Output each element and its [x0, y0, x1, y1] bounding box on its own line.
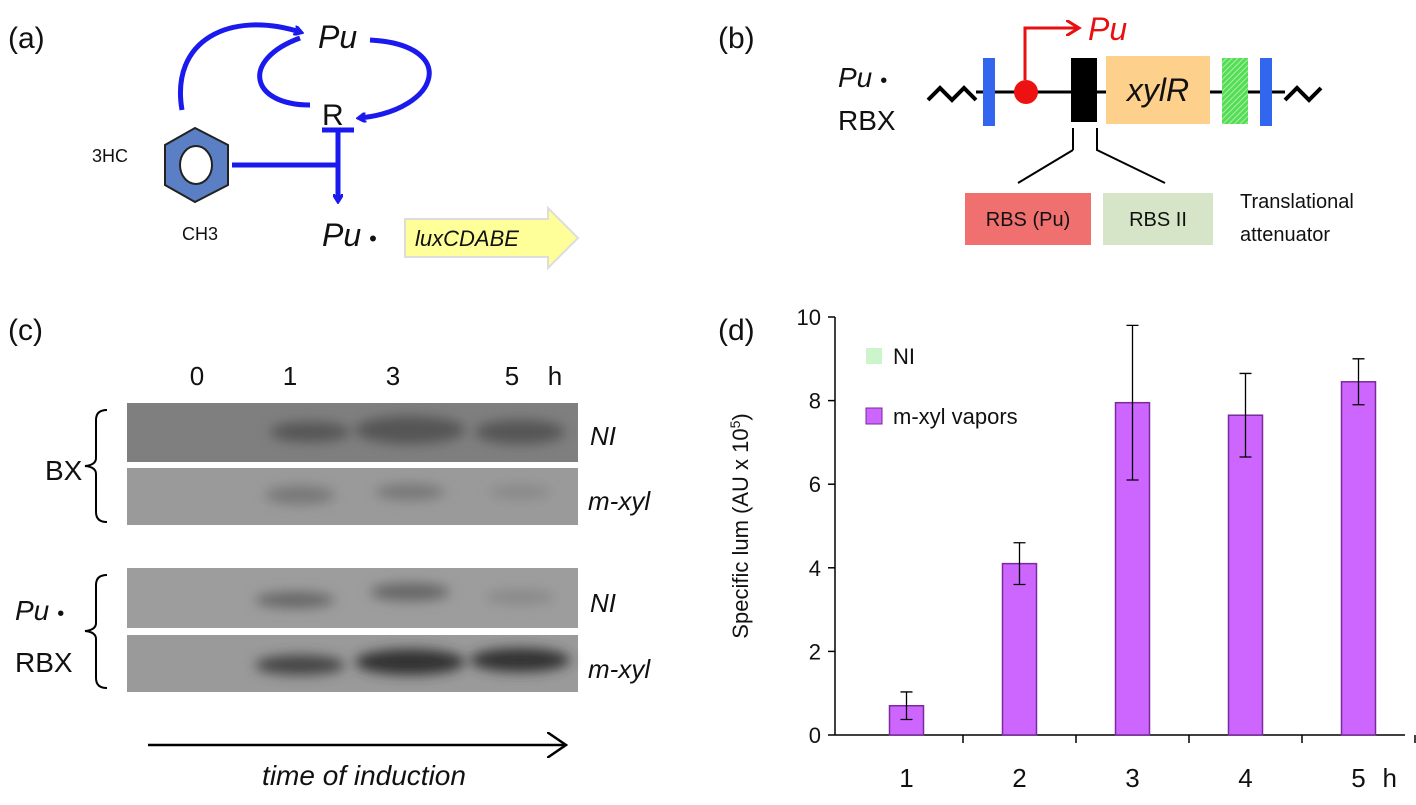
panel-label: (d): [718, 314, 755, 347]
note: attenuator: [1240, 224, 1330, 246]
zigzag: [926, 85, 978, 103]
bar: [1001, 562, 1038, 736]
y-axis-label-part: Specific lum (AU x 10: [728, 428, 753, 638]
strain-label: Pu •: [15, 595, 64, 626]
y-tick-label: 6: [809, 472, 821, 497]
fusion-dot: •: [369, 226, 377, 251]
promoter: Pu: [322, 217, 361, 253]
y-tick-label: 2: [809, 639, 821, 664]
y-axis-label: Specific lum (AU x 105): [727, 413, 753, 638]
rbs-label: RBS (Pu): [986, 209, 1070, 231]
lane-label: 3: [386, 361, 400, 391]
bar: [1340, 381, 1377, 736]
y-tick-label: 10: [797, 305, 821, 330]
bar: [1227, 414, 1264, 736]
condition-label: m-xyl: [588, 654, 651, 684]
gene-box: [1106, 56, 1210, 124]
promoter-label: Pu: [318, 19, 357, 55]
lane-unit: h: [548, 361, 562, 391]
substituent-label: CH3: [182, 224, 218, 244]
error-bar: [1126, 324, 1139, 481]
y-axis-label-sup: 5: [727, 420, 743, 428]
construct-label: Pu •: [838, 62, 887, 93]
strain-label: BX: [45, 455, 83, 486]
panel-label: (a): [8, 22, 45, 55]
legend-label: NI: [893, 344, 915, 369]
arrow: [257, 35, 311, 108]
axis-label: time of induction: [262, 760, 466, 791]
lane-label: 5: [505, 361, 519, 391]
substituent-label: 3HC: [92, 146, 128, 166]
operator: [1014, 80, 1038, 104]
terminator: [983, 58, 995, 126]
legend-swatch: [866, 348, 882, 364]
callout-lines: [1017, 128, 1166, 184]
x-tick-label: 1: [899, 763, 913, 793]
legend-label: m-xyl vapors: [893, 404, 1018, 429]
reporter-arrow: [404, 205, 580, 271]
gene-label: xylR: [1125, 72, 1189, 108]
panel-label: (c): [8, 314, 43, 347]
y-tick-label: 4: [809, 556, 821, 581]
panel-label: (b): [718, 22, 755, 55]
x-tick-label: 3: [1125, 763, 1139, 793]
promoter-label: Pu: [1088, 11, 1127, 47]
blot: [127, 403, 578, 692]
zigzag: [1283, 85, 1323, 103]
x-tick-label: 5: [1351, 763, 1365, 793]
y-tick-label: 8: [809, 389, 821, 414]
brace: [84, 574, 108, 689]
attenuator-block: [1222, 58, 1248, 124]
x-tick-label: 4: [1238, 763, 1252, 793]
ring-circle: [179, 145, 213, 185]
rbs-box: [965, 193, 1091, 245]
x-axis-unit: h: [1383, 763, 1397, 793]
lane-label: 1: [283, 361, 297, 391]
error-bar: [1352, 358, 1365, 406]
arrow: [360, 37, 432, 118]
y-axis-label-part: ): [728, 413, 753, 420]
reporter-label: luxCDABE: [415, 226, 519, 251]
promoter-arrow: [1023, 28, 1078, 80]
error-bar: [1239, 372, 1252, 458]
fusion-label: Pu •: [322, 217, 377, 253]
x-tick-label: 2: [1012, 763, 1026, 793]
lane-label: 0: [190, 361, 204, 391]
repression-line: [232, 130, 341, 200]
condition-label: NI: [590, 588, 616, 618]
condition-label: m-xyl: [588, 486, 651, 516]
terminator: [1260, 58, 1272, 126]
rbs-label: RBS II: [1129, 209, 1187, 231]
note: Translational: [1240, 191, 1354, 213]
condition-label: NI: [590, 421, 616, 451]
error-bar: [1013, 542, 1026, 586]
regulator-label: R: [322, 99, 344, 132]
promoter: Pu: [15, 595, 50, 626]
construct-label: RBX: [838, 105, 896, 136]
fusion-dot: •: [880, 70, 887, 92]
fusion-dot: •: [57, 603, 64, 625]
panel-b: (b) Pu • RBX xylR Pu RBS (Pu) RBS II Tran…: [718, 11, 1354, 246]
y-tick-label: 0: [809, 723, 821, 748]
panel-a: (a) Pu R 3HC CH3 Pu • luxCDABE: [8, 19, 580, 271]
promoter: Pu: [838, 62, 873, 93]
arrow: [178, 22, 300, 111]
strain-label: RBX: [15, 647, 73, 678]
rbs-block: [1071, 58, 1097, 122]
brace: [84, 409, 108, 523]
error-bar: [900, 691, 913, 721]
rbs-box: [1103, 193, 1213, 245]
legend-swatch: [865, 407, 883, 425]
panel-c: (c) 0 1 3 5 h NI m-xyl NI m-xyl BX Pu • R…: [8, 314, 651, 791]
